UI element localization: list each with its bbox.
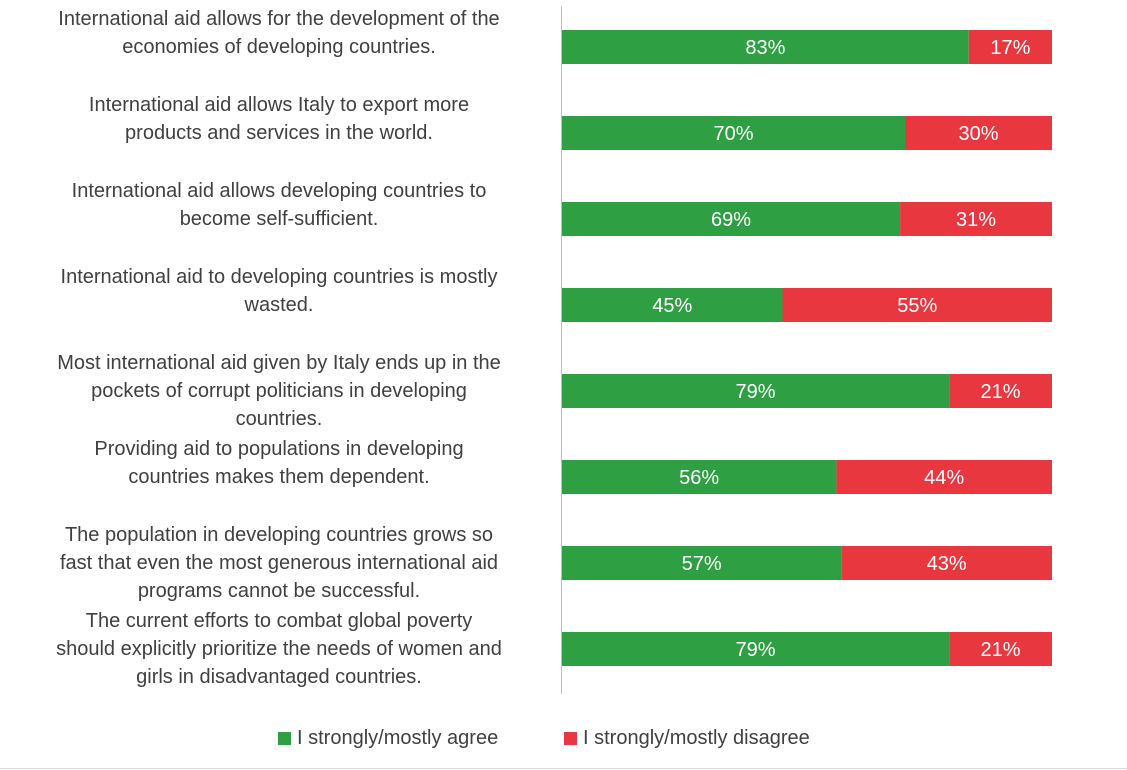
legend-item-agree: I strongly/mostly agree xyxy=(278,727,498,750)
category-label-line: become self-sufficient. xyxy=(179,208,379,230)
category-label-8: The current efforts to combat global pov… xyxy=(20,607,538,691)
legend-item-disagree: I strongly/mostly disagree xyxy=(564,727,810,750)
legend-label-agree: I strongly/mostly agree xyxy=(297,727,499,749)
category-label-line: Most international aid given by Italy en… xyxy=(57,352,501,374)
bar-disagree-1 xyxy=(968,30,1052,64)
data-label-agree-8: 79% xyxy=(736,639,776,661)
category-label-line: The current efforts to combat global pov… xyxy=(85,610,473,632)
category-label-5: Most international aid given by Italy en… xyxy=(20,349,538,433)
data-label-disagree-4: 55% xyxy=(897,295,937,317)
data-label-agree-5: 79% xyxy=(736,381,776,403)
data-label-disagree-8: 21% xyxy=(981,639,1021,661)
category-label-line: wasted. xyxy=(244,294,314,316)
category-label-1: International aid allows for the develop… xyxy=(20,5,538,61)
bar-disagree-7 xyxy=(841,546,1052,580)
category-label-line: fast that even the most generous interna… xyxy=(59,552,499,574)
data-label-agree-7: 57% xyxy=(682,553,722,575)
bar-disagree-5 xyxy=(949,374,1052,408)
category-label-7: The population in developing countries g… xyxy=(20,521,538,605)
bar-agree-5 xyxy=(562,374,950,408)
category-label-2: International aid allows Italy to export… xyxy=(20,91,538,147)
bar-agree-8 xyxy=(562,632,950,666)
bar-agree-3 xyxy=(562,202,901,236)
data-label-agree-4: 45% xyxy=(652,295,692,317)
legend-swatch-disagree xyxy=(564,732,577,745)
bar-disagree-8 xyxy=(949,632,1052,666)
data-label-agree-1: 83% xyxy=(745,37,785,59)
category-label-line: products and services in the world. xyxy=(125,122,433,144)
bar-agree-7 xyxy=(562,546,842,580)
category-label-line: International aid allows Italy to export… xyxy=(88,94,470,116)
bar-disagree-6 xyxy=(836,460,1052,494)
category-label-line: girls in disadvantaged countries. xyxy=(136,666,422,688)
data-label-disagree-3: 31% xyxy=(956,209,996,231)
legend-label-disagree: I strongly/mostly disagree xyxy=(583,727,810,749)
category-label-4: International aid to developing countrie… xyxy=(20,263,538,319)
legend-swatch-agree xyxy=(278,732,291,745)
data-label-disagree-5: 21% xyxy=(981,381,1021,403)
category-label-line: economies of developing countries. xyxy=(122,36,436,58)
data-label-agree-3: 69% xyxy=(711,209,751,231)
data-label-disagree-6: 44% xyxy=(924,467,964,489)
category-label-line: Providing aid to populations in developi… xyxy=(94,438,464,460)
data-label-agree-2: 70% xyxy=(713,123,753,145)
category-label-line: countries. xyxy=(235,408,323,430)
category-label-6: Providing aid to populations in developi… xyxy=(20,435,538,491)
data-label-disagree-2: 30% xyxy=(958,123,998,145)
bar-agree-6 xyxy=(562,460,837,494)
bar-agree-1 xyxy=(562,30,969,64)
bar-agree-4 xyxy=(562,288,783,322)
category-label-line: International aid allows developing coun… xyxy=(71,180,487,202)
data-label-agree-6: 56% xyxy=(679,467,719,489)
category-label-line: The population in developing countries g… xyxy=(64,524,494,546)
category-label-line: International aid allows for the develop… xyxy=(58,8,500,30)
bar-disagree-3 xyxy=(900,202,1052,236)
bar-disagree-4 xyxy=(782,288,1052,322)
bottom-rule xyxy=(0,768,1127,769)
bar-agree-2 xyxy=(562,116,905,150)
category-label-line: should explicitly prioritize the needs o… xyxy=(56,638,502,660)
category-label-line: countries makes them dependent. xyxy=(128,466,430,488)
data-label-disagree-7: 43% xyxy=(927,553,967,575)
category-label-line: pockets of corrupt politicians in develo… xyxy=(91,380,467,402)
category-label-line: International aid to developing countrie… xyxy=(60,266,498,288)
bar-disagree-2 xyxy=(905,116,1052,150)
category-label-line: programs cannot be successful. xyxy=(137,580,421,602)
category-label-3: International aid allows developing coun… xyxy=(20,177,538,233)
data-label-disagree-1: 17% xyxy=(990,37,1030,59)
